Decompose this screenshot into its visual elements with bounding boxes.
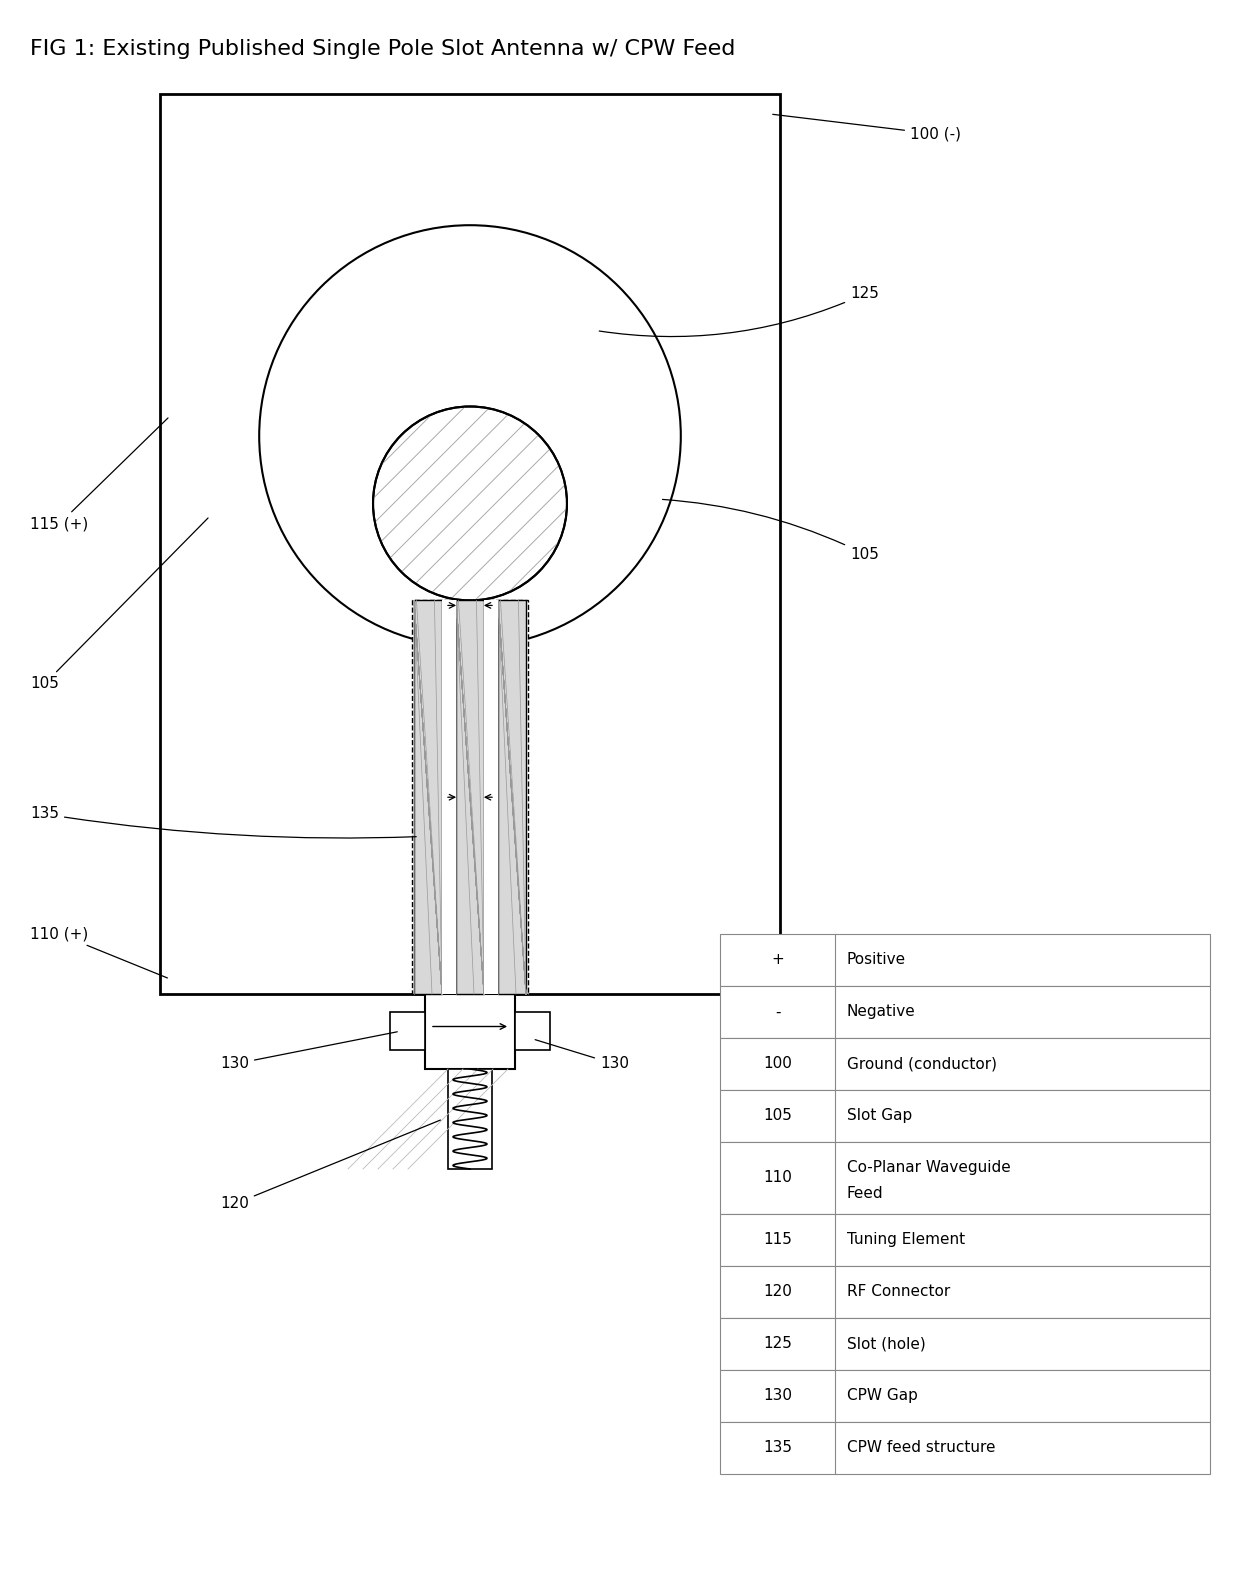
Text: Slot Gap: Slot Gap (847, 1108, 913, 1124)
Text: 125: 125 (763, 1336, 792, 1352)
Text: 125: 125 (599, 286, 879, 337)
Text: Ground (conductor): Ground (conductor) (847, 1056, 997, 1072)
Text: 135: 135 (30, 806, 417, 837)
Text: Positive: Positive (847, 952, 906, 968)
Bar (720, 1214, 1210, 1265)
Text: FIG 1: Existing Published Single Pole Slot Antenna w/ CPW Feed: FIG 1: Existing Published Single Pole Sl… (30, 39, 735, 58)
Bar (412, 600, 528, 995)
Bar (720, 1091, 1210, 1143)
Text: RF Connector: RF Connector (847, 1284, 950, 1300)
Bar (720, 1317, 1210, 1369)
Bar (425, 995, 515, 1069)
Text: 130: 130 (219, 1033, 397, 1072)
Bar (515, 1012, 551, 1050)
Text: 110 (+): 110 (+) (30, 927, 167, 977)
Text: Negative: Negative (847, 1004, 916, 1020)
Text: 130: 130 (763, 1388, 792, 1404)
Text: CPW Gap: CPW Gap (847, 1388, 918, 1404)
Text: 110: 110 (763, 1171, 792, 1185)
Bar (414, 600, 441, 995)
Text: 115: 115 (763, 1232, 792, 1248)
Bar (484, 600, 498, 995)
Text: 120: 120 (763, 1284, 792, 1300)
Bar (456, 600, 484, 995)
Text: Feed: Feed (847, 1187, 884, 1201)
Text: 100: 100 (763, 1056, 792, 1072)
Text: 120: 120 (219, 1121, 440, 1212)
Bar (720, 1265, 1210, 1317)
Text: 105: 105 (30, 518, 208, 691)
Text: 115 (+): 115 (+) (30, 419, 167, 532)
Text: +: + (771, 952, 784, 968)
Text: 105: 105 (662, 499, 879, 562)
Text: Co-Planar Waveguide: Co-Planar Waveguide (847, 1160, 1011, 1174)
Text: 105: 105 (763, 1108, 792, 1124)
Bar (448, 1069, 492, 1169)
Bar (498, 600, 526, 995)
Bar (720, 1037, 1210, 1091)
Bar (720, 1369, 1210, 1421)
Text: 100 (-): 100 (-) (773, 115, 961, 142)
Circle shape (259, 225, 681, 647)
Text: -: - (775, 1004, 780, 1020)
Circle shape (373, 406, 567, 600)
Bar (720, 1143, 1210, 1214)
Bar (160, 94, 780, 995)
Bar (720, 1421, 1210, 1473)
Text: Tuning Element: Tuning Element (847, 1232, 965, 1248)
Text: 130: 130 (536, 1040, 629, 1072)
Bar (720, 985, 1210, 1037)
Text: Slot (hole): Slot (hole) (847, 1336, 926, 1352)
Text: 135: 135 (763, 1440, 792, 1456)
Bar (441, 600, 456, 995)
Bar (720, 933, 1210, 985)
Text: CPW feed structure: CPW feed structure (847, 1440, 996, 1456)
Bar (391, 1012, 425, 1050)
